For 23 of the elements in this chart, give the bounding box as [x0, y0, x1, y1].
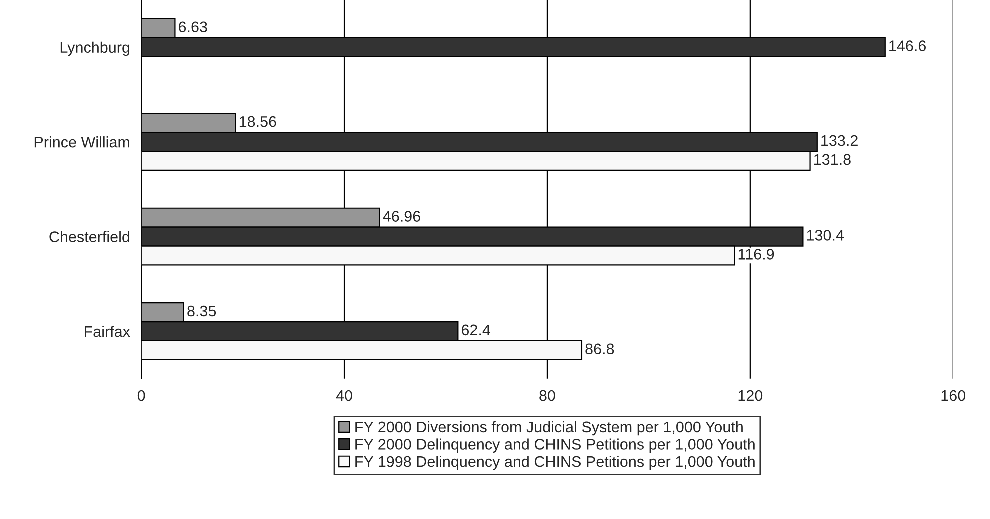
data-label: 146.6	[890, 40, 926, 52]
x-tick-label: 80	[540, 390, 556, 402]
y-tick-label: Chesterfield	[50, 231, 130, 242]
data-label: 6.63	[179, 22, 208, 33]
x-tick-label: 160	[942, 390, 966, 402]
data-label: 8.35	[188, 306, 216, 317]
legend-label: FY 1998 Delinquency and CHINS Petitions per 1,000 Youth	[356, 456, 755, 470]
x-tick-label: 120	[738, 390, 763, 402]
y-tick-label: Lynchburg	[60, 42, 130, 56]
data-label: 46.96	[383, 211, 420, 222]
x-tick-label: 0	[138, 390, 146, 402]
data-label: 116.9	[738, 249, 774, 260]
data-label: 62.4	[462, 324, 491, 336]
data-label: 130.4	[807, 230, 844, 241]
data-label: 131.8	[814, 154, 851, 166]
data-label: 133.2	[822, 135, 858, 146]
x-tick-label: 40	[336, 390, 352, 402]
y-tick-label: Fairfax	[85, 326, 130, 338]
y-tick-label: Prince William	[34, 136, 130, 148]
legend-label: FY 2000 Diversions from Judicial System per 1,000 Youth	[356, 421, 743, 436]
data-label: 86.8	[586, 344, 614, 355]
data-label: 18.56	[240, 116, 276, 128]
legend-label: FY 2000 Delinquency and CHINS Petitions per 1,000 Youth	[356, 438, 755, 453]
